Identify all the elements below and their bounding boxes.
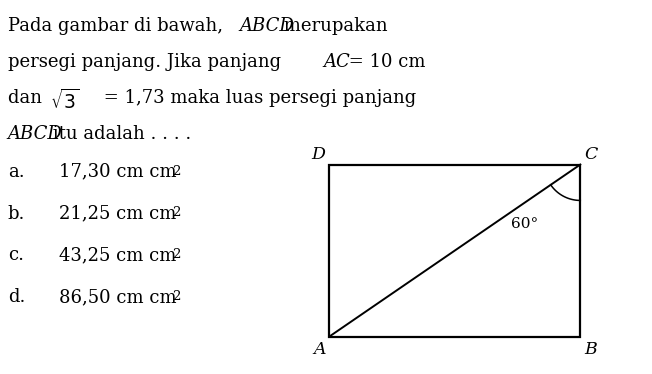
Text: D: D — [312, 146, 325, 163]
Text: AC: AC — [324, 53, 351, 71]
Text: ABCD: ABCD — [8, 125, 63, 143]
Text: 17,30 cm cm: 17,30 cm cm — [59, 163, 176, 181]
Text: 2: 2 — [172, 290, 181, 303]
Bar — [329, 165, 580, 337]
Text: 2: 2 — [172, 248, 181, 261]
Text: C: C — [584, 146, 597, 163]
Text: itu adalah . . . .: itu adalah . . . . — [46, 125, 191, 143]
Text: merupakan: merupakan — [278, 17, 388, 35]
Text: = 1,73 maka luas persegi panjang: = 1,73 maka luas persegi panjang — [98, 89, 417, 107]
Text: dan: dan — [8, 89, 48, 107]
Text: d.: d. — [8, 288, 25, 306]
Text: 86,50 cm cm: 86,50 cm cm — [59, 288, 176, 306]
Text: 60°: 60° — [511, 217, 539, 232]
Text: c.: c. — [8, 246, 24, 264]
Text: Pada gambar di bawah,: Pada gambar di bawah, — [8, 17, 229, 35]
Text: 2: 2 — [172, 206, 181, 220]
Text: 21,25 cm cm: 21,25 cm cm — [59, 205, 176, 223]
Text: = 10 cm: = 10 cm — [343, 53, 426, 71]
Text: persegi panjang. Jika panjang: persegi panjang. Jika panjang — [8, 53, 287, 71]
Text: A: A — [313, 341, 325, 358]
Text: 43,25 cm cm: 43,25 cm cm — [59, 246, 176, 264]
Text: a.: a. — [8, 163, 24, 181]
Text: 2: 2 — [172, 165, 181, 178]
Text: B: B — [584, 341, 597, 358]
Text: b.: b. — [8, 205, 25, 223]
Text: $\sqrt{3}$: $\sqrt{3}$ — [50, 89, 80, 113]
Text: ABCD: ABCD — [239, 17, 294, 35]
